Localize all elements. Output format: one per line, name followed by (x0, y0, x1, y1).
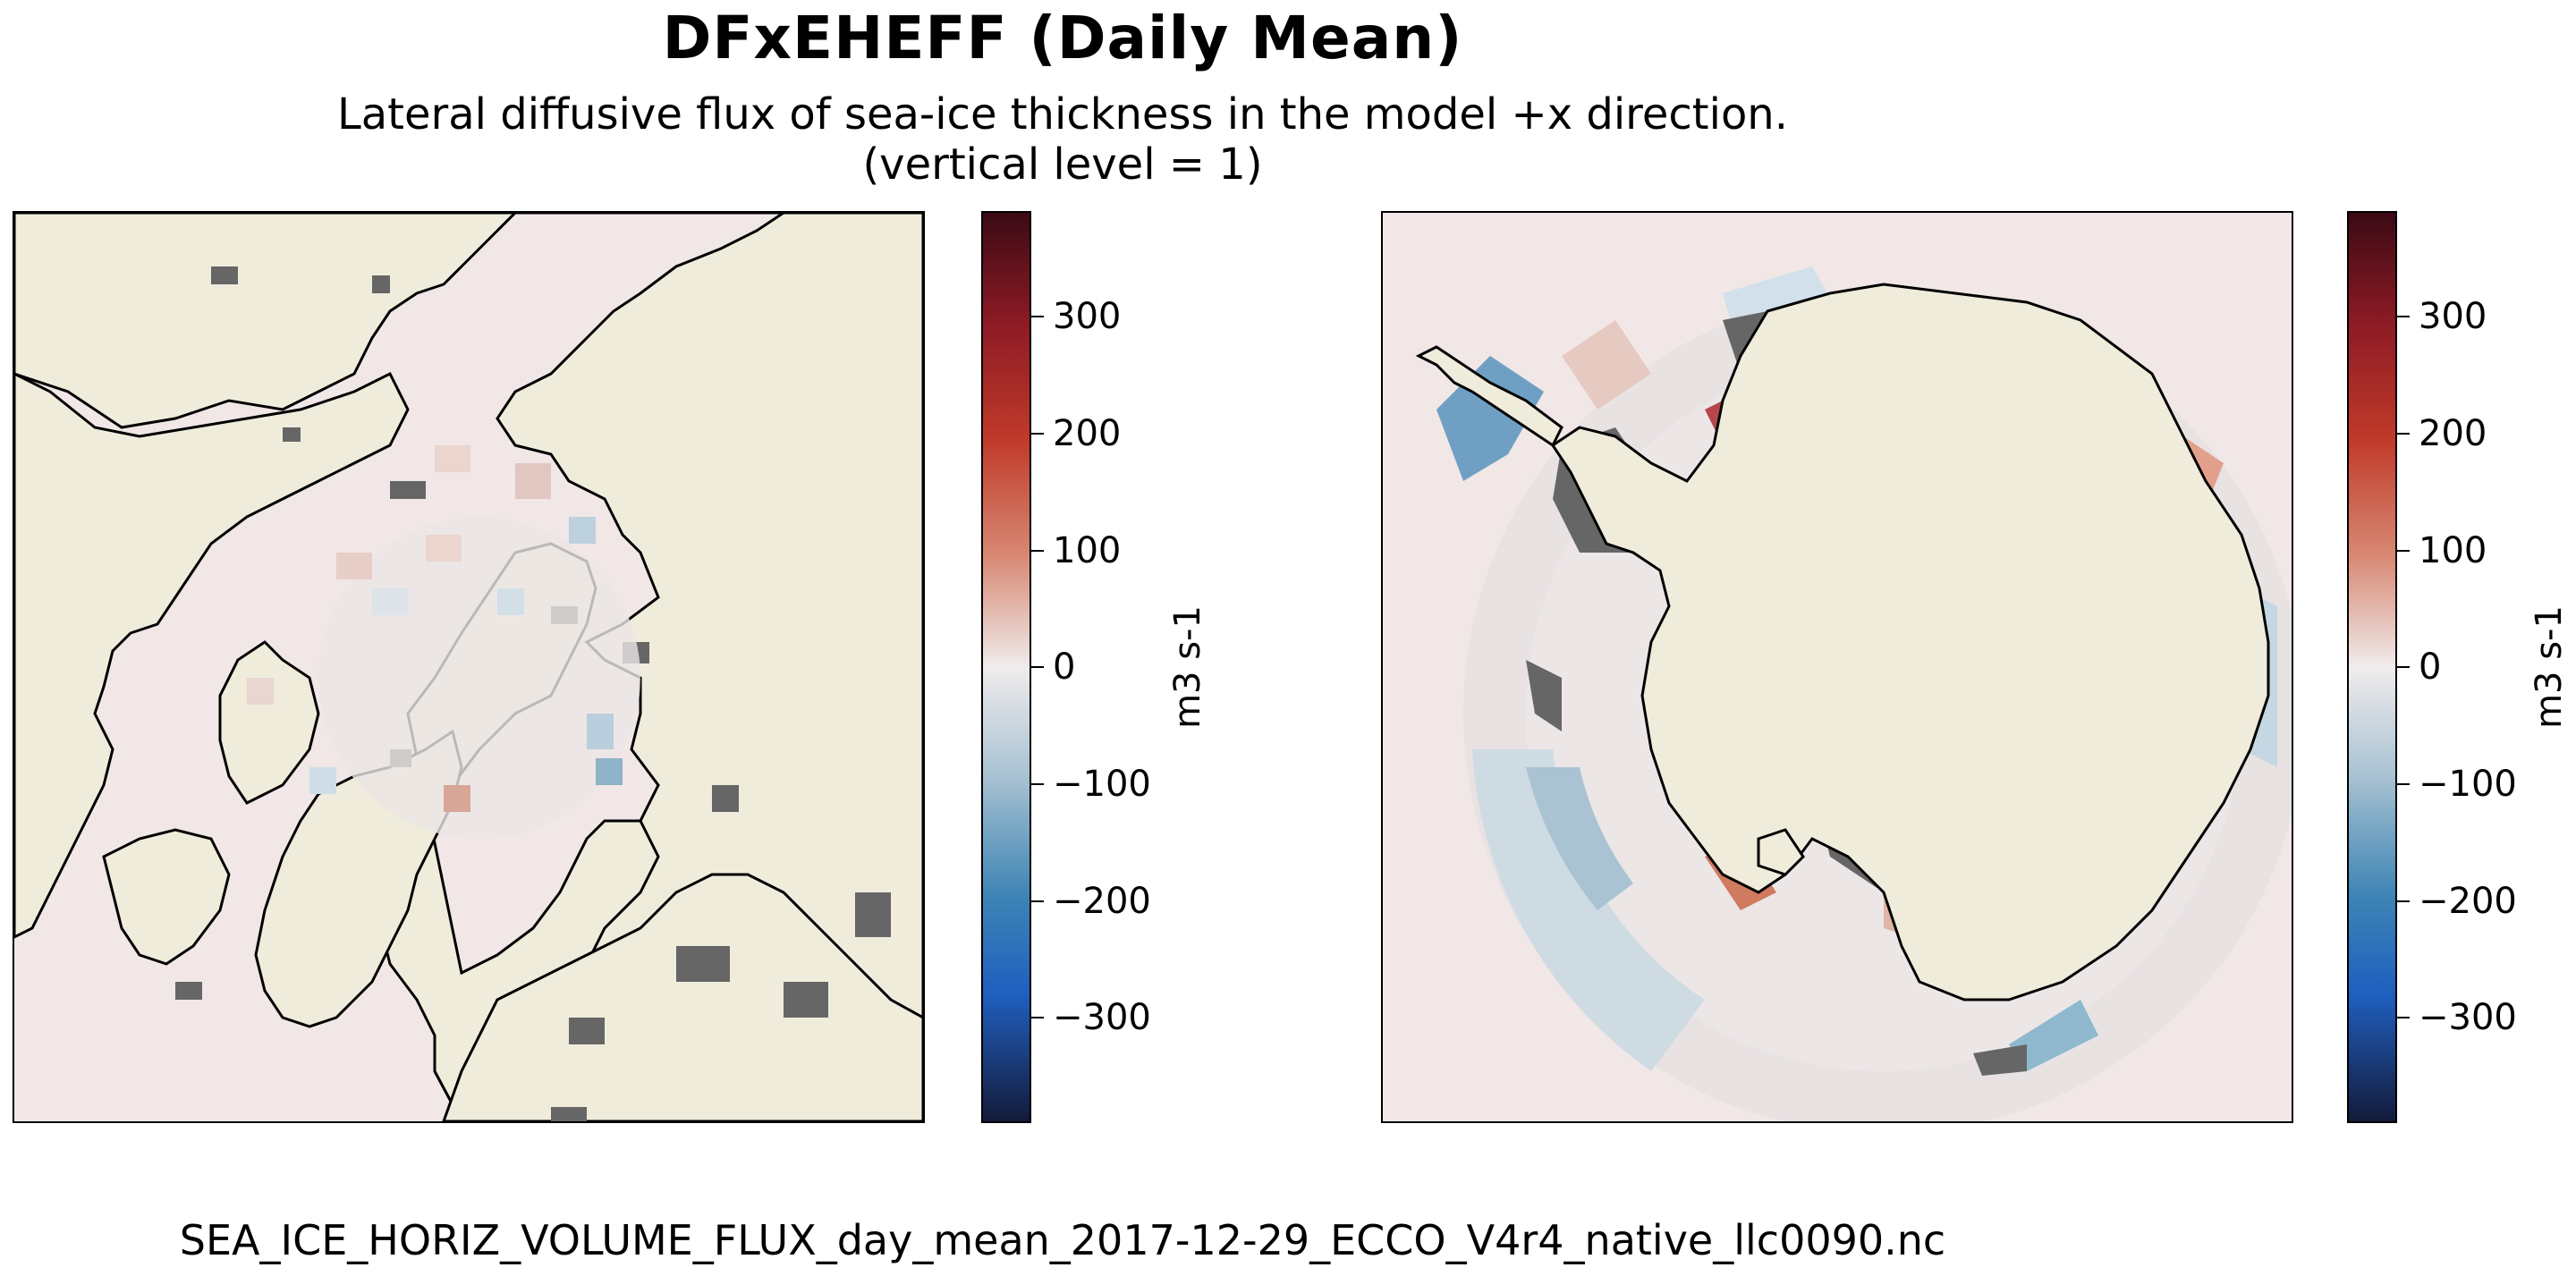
arctic-map-canvas (14, 213, 923, 1121)
arctic-flux-field (247, 445, 640, 839)
antarctic-map-canvas (1383, 213, 2292, 1121)
subtitle-line-1: Lateral diffusive flux of sea-ice thickn… (337, 89, 1788, 139)
antarctic-colorbar (2347, 211, 2397, 1123)
arctic-land-ellesmere (218, 640, 320, 805)
antarctic-island-1 (1757, 828, 1805, 876)
arctic-colorbar (981, 211, 1031, 1123)
file-name-footer: SEA_ICE_HORIZ_VOLUME_FLUX_day_mean_2017-… (179, 1216, 1946, 1264)
arctic-map (13, 211, 925, 1123)
arctic-colorbar-label: m3 s-1 (1167, 605, 1208, 729)
figure-subtitle: Lateral diffusive flux of sea-ice thickn… (0, 89, 2125, 190)
antarctic-continent (1550, 283, 2270, 1001)
arctic-land-baffin (102, 828, 231, 966)
arctic-land-alaska (14, 371, 410, 939)
antarctic-map (1381, 211, 2293, 1123)
figure-title: DFxEHEFF (Daily Mean) (662, 4, 1463, 72)
antarctic-peninsula (1415, 345, 1563, 448)
arctic-colorbar-ticks: 300 200 100 0 −100 −200 −300 (1031, 211, 1192, 1123)
subtitle-line-2: (vertical level = 1) (862, 139, 1263, 190)
antarctic-colorbar-label: m3 s-1 (2529, 605, 2570, 729)
arctic-land-europe (442, 873, 923, 1121)
antarctic-colorbar-ticks: 300 200 100 0 −100 −200 −300 (2397, 211, 2558, 1123)
arctic-land-north-america (14, 213, 518, 429)
